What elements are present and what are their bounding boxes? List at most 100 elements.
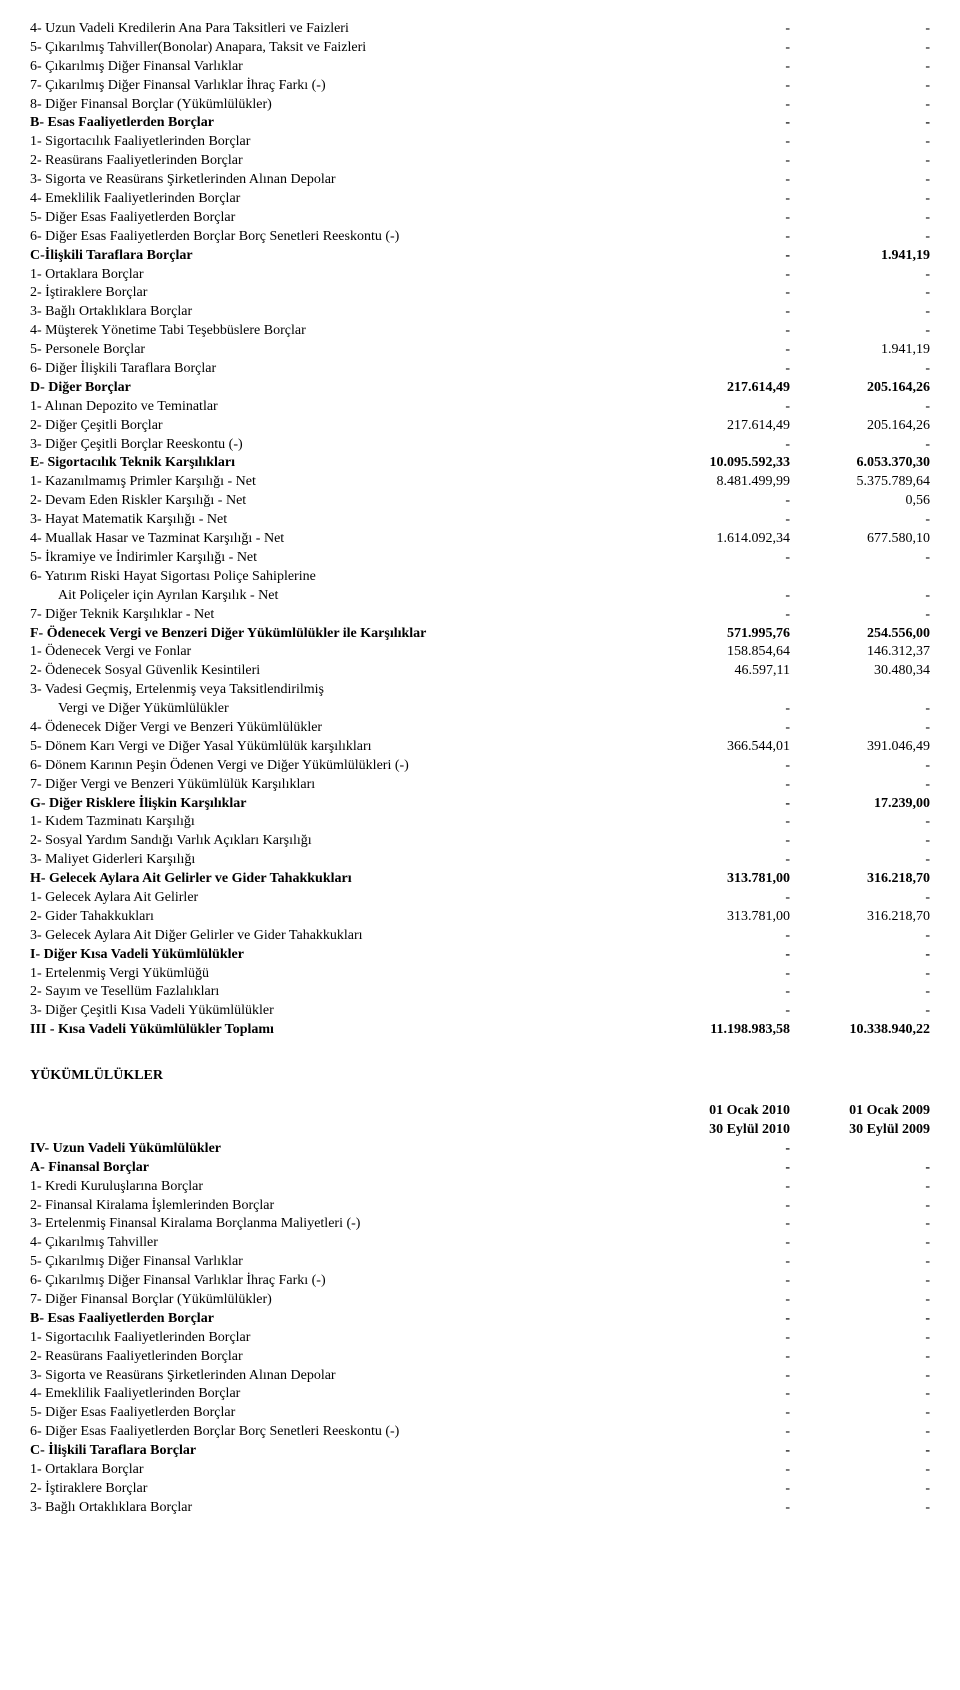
row-value-period1 [650,681,790,700]
table-row: 1- Alınan Depozito ve Teminatlar-- [30,398,930,417]
table-row: C-İlişkili Taraflara Borçlar-1.941,19 [30,247,930,266]
row-value-period2: - [790,39,930,58]
row-value-period1: - [650,1253,790,1272]
table-row: 1- Ertelenmiş Vergi Yükümlüğü-- [30,965,930,984]
row-label: H- Gelecek Aylara Ait Gelirler ve Gider … [30,870,650,889]
table-row: 4- Çıkarılmış Tahviller-- [30,1234,930,1253]
row-label: 6- Çıkarılmış Diğer Finansal Varlıklar İ… [30,1272,650,1291]
row-value-period1: - [650,832,790,851]
row-label: 1- Ortaklara Borçlar [30,266,650,285]
row-value-period1: - [650,152,790,171]
table-row: 1- Ödenecek Vergi ve Fonlar158.854,64146… [30,643,930,662]
row-label: 3- Gelecek Aylara Ait Diğer Gelirler ve … [30,927,650,946]
row-label: 2- Finansal Kiralama İşlemlerinden Borçl… [30,1197,650,1216]
table-row: 7- Çıkarılmış Diğer Finansal Varlıklar İ… [30,77,930,96]
row-value-period2 [790,681,930,700]
row-value-period2: 6.053.370,30 [790,454,930,473]
row-value-period2: - [790,1348,930,1367]
table-row: 4- Müşterek Yönetime Tabi Teşebbüslere B… [30,322,930,341]
row-label: 2- Sosyal Yardım Sandığı Varlık Açıkları… [30,832,650,851]
table-row: 2- Diğer Çeşitli Borçlar217.614,49205.16… [30,417,930,436]
row-value-period1: - [650,1178,790,1197]
table-row: 6- Diğer Esas Faaliyetlerden Borçlar Bor… [30,1423,930,1442]
row-value-period2: - [790,1253,930,1272]
table-row: 2- Gider Tahakkukları313.781,00316.218,7… [30,908,930,927]
row-value-period1: 10.095.592,33 [650,454,790,473]
row-value-period1: - [650,587,790,606]
row-value-period1: - [650,96,790,115]
table-row: IV- Uzun Vadeli Yükümlülükler- [30,1140,930,1159]
row-value-period1: - [650,946,790,965]
row-value-period2: - [790,757,930,776]
table-row: D- Diğer Borçlar217.614,49205.164,26 [30,379,930,398]
row-value-period2: - [790,133,930,152]
row-value-period2: 1.941,19 [790,341,930,360]
row-value-period2: - [790,549,930,568]
row-value-period2: 0,56 [790,492,930,511]
row-value-period2: - [790,284,930,303]
row-label: 6- Diğer İlişkili Taraflara Borçlar [30,360,650,379]
row-value-period2: - [790,114,930,133]
table-row: C- İlişkili Taraflara Borçlar-- [30,1442,930,1461]
row-label: 4- Uzun Vadeli Kredilerin Ana Para Taksi… [30,20,650,39]
row-value-period1: - [650,247,790,266]
row-value-period2: - [790,587,930,606]
row-value-period1: 158.854,64 [650,643,790,662]
period-col2-start: 01 Ocak 2009 [790,1102,930,1121]
row-value-period1: - [650,1310,790,1329]
row-value-period2: - [790,1159,930,1178]
row-value-period1: - [650,341,790,360]
row-label: 7- Diğer Finansal Borçlar (Yükümlülükler… [30,1291,650,1310]
table-row: 1- Gelecek Aylara Ait Gelirler-- [30,889,930,908]
row-value-period2: - [790,927,930,946]
row-value-period2: - [790,171,930,190]
row-value-period1: - [650,114,790,133]
row-label: IV- Uzun Vadeli Yükümlülükler [30,1140,650,1159]
row-value-period2: - [790,946,930,965]
row-value-period1: - [650,1367,790,1386]
row-value-period1: 11.198.983,58 [650,1021,790,1040]
row-value-period1: - [650,133,790,152]
row-value-period2: - [790,1215,930,1234]
table-row: 3- Maliyet Giderleri Karşılığı-- [30,851,930,870]
row-value-period2: - [790,152,930,171]
table-row: 4- Muallak Hasar ve Tazminat Karşılığı -… [30,530,930,549]
table-row: 2- Sayım ve Tesellüm Fazlalıkları-- [30,983,930,1002]
row-value-period2: 205.164,26 [790,379,930,398]
row-value-period1: - [650,1480,790,1499]
row-label: 2- İştiraklere Borçlar [30,1480,650,1499]
row-value-period1: - [650,228,790,247]
row-value-period2: - [790,1329,930,1348]
row-value-period2: 205.164,26 [790,417,930,436]
table-row: 4- Emeklilik Faaliyetlerinden Borçlar-- [30,1385,930,1404]
row-value-period2: - [790,1423,930,1442]
row-label: D- Diğer Borçlar [30,379,650,398]
row-value-period2: - [790,266,930,285]
row-value-period2: - [790,228,930,247]
table-row: 6- Dönem Karının Peşin Ödenen Vergi ve D… [30,757,930,776]
table-row: F- Ödenecek Vergi ve Benzeri Diğer Yüküm… [30,625,930,644]
row-value-period2: - [790,1499,930,1518]
row-value-period1: - [650,190,790,209]
table-row: B- Esas Faaliyetlerden Borçlar-- [30,1310,930,1329]
row-value-period2: 1.941,19 [790,247,930,266]
row-label: 2- Reasürans Faaliyetlerinden Borçlar [30,1348,650,1367]
row-label: B- Esas Faaliyetlerden Borçlar [30,114,650,133]
row-label: I- Diğer Kısa Vadeli Yükümlülükler [30,946,650,965]
row-label: 4- Çıkarılmış Tahviller [30,1234,650,1253]
row-value-period2: - [790,1461,930,1480]
row-label: 2- İştiraklere Borçlar [30,284,650,303]
row-value-period2: - [790,96,930,115]
row-value-period1: - [650,1272,790,1291]
row-label: 3- Bağlı Ortaklıklara Borçlar [30,303,650,322]
period-col1-start: 01 Ocak 2010 [650,1102,790,1121]
row-label: 1- Alınan Depozito ve Teminatlar [30,398,650,417]
row-value-period1: - [650,1348,790,1367]
row-value-period1: - [650,398,790,417]
row-label: 5- Dönem Karı Vergi ve Diğer Yasal Yüküm… [30,738,650,757]
period-header-row-2: 30 Eylül 2010 30 Eylül 2009 [30,1121,930,1140]
row-label: 7- Diğer Teknik Karşılıklar - Net [30,606,650,625]
row-label: 2- Sayım ve Tesellüm Fazlalıkları [30,983,650,1002]
row-label: 3- Diğer Çeşitli Borçlar Reeskontu (-) [30,436,650,455]
row-value-period1: - [650,284,790,303]
